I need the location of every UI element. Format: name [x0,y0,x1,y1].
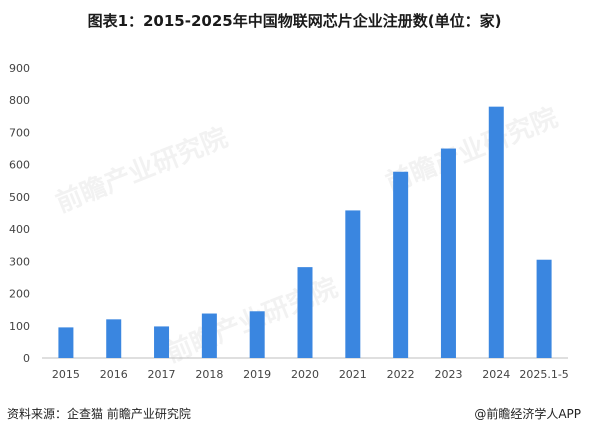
x-tick-label: 2025.1-5 [519,368,568,381]
y-tick-label: 600 [9,159,30,172]
bar-2023 [440,148,456,358]
bar-2015 [58,327,74,358]
y-tick-label: 100 [9,320,30,333]
x-tick-label: 2022 [387,368,415,381]
y-tick-label: 900 [9,62,30,75]
bar-2018 [201,313,217,358]
x-tick-label: 2019 [243,368,271,381]
x-tick-label: 2017 [148,368,176,381]
bar-chart: 0 100 200 300 400 500 600 700 800 900 2015 2016 2017… [9,62,569,381]
y-tick-label: 400 [9,223,30,236]
bar-2017 [154,326,170,358]
x-tick-label: 2020 [291,368,319,381]
y-tick-label: 0 [23,352,30,365]
y-tick-label: 800 [9,94,30,107]
y-tick-label: 500 [9,191,30,204]
x-tick-label: 2023 [434,368,462,381]
bar-2021 [345,210,361,358]
bar-2020 [297,267,313,358]
y-tick-label: 300 [9,255,30,268]
chart-title: 图表1：2015-2025年中国物联网芯片企业注册数(单位：家) [87,12,502,30]
source-note: 资料来源：企查猫 前瞻产业研究院 [7,407,191,421]
x-tick-label: 2016 [100,368,128,381]
y-tick-label: 700 [9,126,30,139]
x-tick-label: 2015 [52,368,80,381]
bar-2025.1-5 [536,259,552,358]
bar-2024 [488,106,504,359]
y-tick-label: 200 [9,288,30,301]
x-tick-label: 2024 [482,368,510,381]
brand-note: @前瞻经济学人APP [474,407,581,421]
x-tick-label: 2021 [339,368,367,381]
bar-2016 [106,319,122,358]
x-tick-label: 2018 [195,368,223,381]
bar-2019 [249,311,265,358]
bar-2022 [393,171,409,358]
